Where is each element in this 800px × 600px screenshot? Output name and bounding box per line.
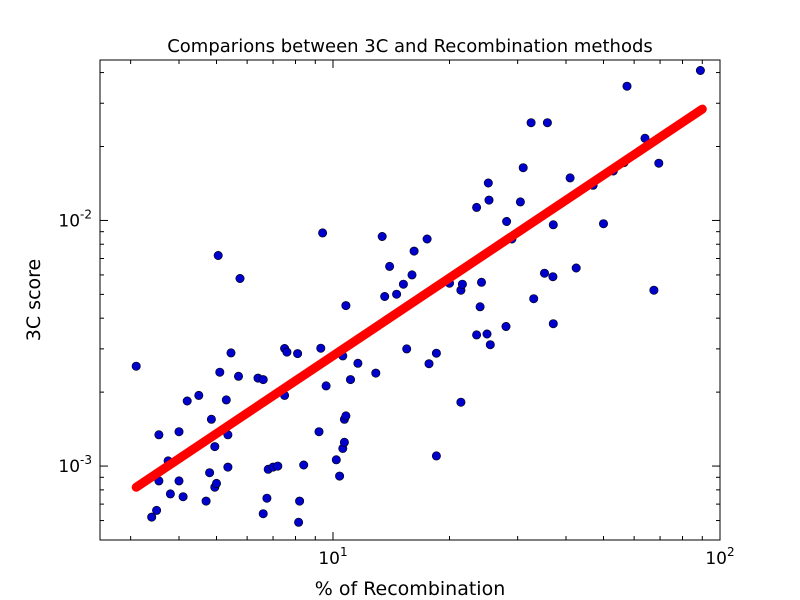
data-point [262,493,272,503]
data-point [212,478,222,488]
data-point [318,228,328,238]
data-point [501,321,511,331]
data-point [475,302,485,312]
axes-frame [99,59,721,541]
data-point [221,395,231,405]
tick-labels: 101 102 10-3 10-2 [58,207,734,569]
data-point [223,462,233,472]
data-point [201,496,211,506]
data-point [598,219,608,229]
data-point [194,390,204,400]
data-point [273,461,283,471]
data-point [398,279,408,289]
data-point [654,158,664,168]
data-point [484,195,494,205]
data-point [299,460,309,470]
data-point [258,509,268,519]
data-point [371,368,381,378]
data-point [649,285,659,295]
data-point [206,414,216,424]
data-point [502,217,512,227]
data-point [476,277,486,287]
data-point [210,442,220,452]
data-point [205,468,215,478]
data-point [380,291,390,301]
data-point [485,340,495,350]
data-point [409,246,419,256]
data-point [422,234,432,244]
data-point [539,268,549,278]
data-point [515,197,525,207]
data-point [235,273,245,283]
x-tick-label: 101 [318,545,347,569]
data-point [542,118,552,128]
data-point [402,344,412,354]
data-point [331,455,341,465]
data-point [392,289,402,299]
data-point [294,517,304,527]
data-point [548,220,558,230]
data-point [407,270,417,280]
data-point [695,66,705,76]
data-point [339,437,349,447]
data-point [472,202,482,212]
data-point [234,371,244,381]
x-axis-label: % of Recombination [315,578,505,600]
data-point [345,375,355,385]
data-point [565,173,575,183]
data-point [335,471,345,481]
chart-title: Comparions between 3C and Recombination … [167,36,653,57]
data-point [341,301,351,311]
y-axis-label: 3C score [23,259,45,341]
data-point [131,361,141,371]
data-point [424,359,434,369]
fit-line [131,104,707,492]
data-point [152,505,162,515]
data-point [456,397,466,407]
data-point [316,343,326,353]
data-point [213,251,223,261]
data-point [293,349,303,359]
data-point [341,411,351,421]
data-point [178,492,188,502]
y-tick-label: 10-3 [58,453,92,477]
data-point [457,279,467,289]
data-point [548,319,558,329]
data-point [174,476,184,486]
data-point [548,272,558,282]
data-point [483,178,493,188]
data-point [482,329,492,339]
data-point [385,261,395,271]
tick-marks [100,60,721,541]
data-point [622,81,632,91]
data-point [518,163,528,173]
data-point [215,367,225,377]
data-point [353,358,363,368]
data-point [314,427,324,437]
data-point [295,496,305,506]
data-point [258,375,268,385]
x-tick-label: 102 [705,545,734,569]
data-point [182,396,192,406]
data-point [472,330,482,340]
data-point [147,512,157,522]
data-point [321,381,331,391]
data-point [431,451,441,461]
data-point [529,294,539,304]
data-point [571,263,581,273]
data-point [377,232,387,242]
data-point [174,427,184,437]
y-tick-label: 10-2 [58,207,92,231]
data-point [526,118,536,128]
data-point [431,348,441,358]
plot-area [131,66,707,527]
data-point [154,430,164,440]
data-point [282,347,292,357]
data-point [226,348,236,358]
data-point [165,489,175,499]
